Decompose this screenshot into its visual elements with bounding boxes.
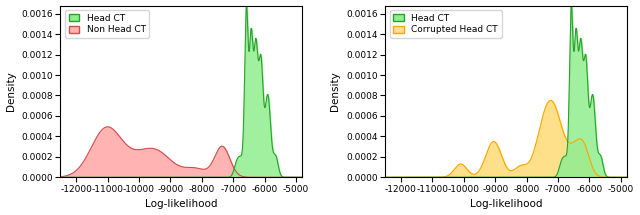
- Legend: Head CT, Corrupted Head CT: Head CT, Corrupted Head CT: [390, 10, 502, 38]
- Legend: Head CT, Non Head CT: Head CT, Non Head CT: [65, 10, 149, 38]
- X-axis label: Log-likelihood: Log-likelihood: [145, 200, 218, 209]
- Y-axis label: Density: Density: [6, 72, 15, 111]
- Y-axis label: Density: Density: [330, 72, 340, 111]
- X-axis label: Log-likelihood: Log-likelihood: [470, 200, 543, 209]
